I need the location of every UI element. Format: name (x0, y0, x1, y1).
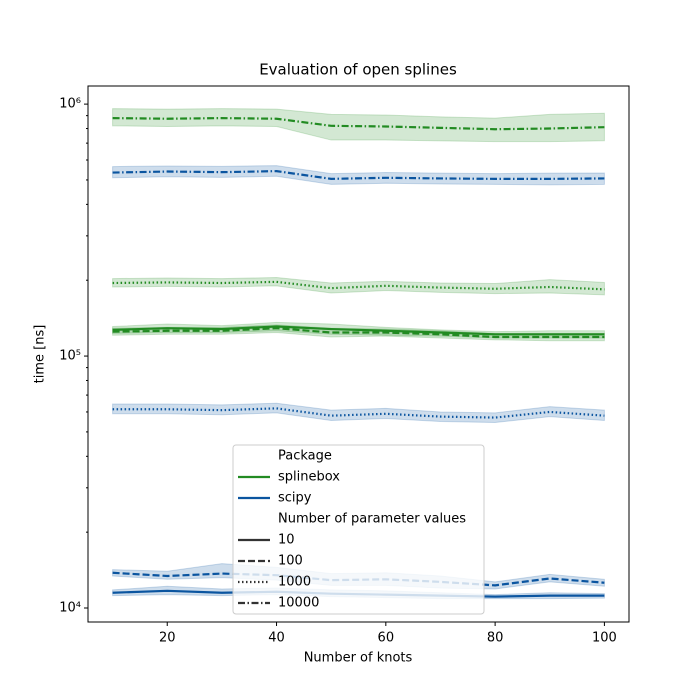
x-tick-label: 100 (592, 631, 617, 646)
legend-title: Number of parameter values (278, 512, 466, 527)
confidence-band (112, 277, 605, 296)
chart-title: Evaluation of open splines (259, 61, 457, 79)
x-tick-label: 40 (268, 631, 285, 646)
confidence-band (112, 402, 605, 423)
x-tick-label: 80 (487, 631, 504, 646)
legend-title: Package (278, 449, 332, 464)
series-line (112, 170, 605, 180)
y-axis-label: time [ns] (33, 325, 48, 384)
legend-label: scipy (278, 491, 312, 506)
legend-label: splinebox (278, 470, 340, 485)
legend-label: 10000 (278, 596, 319, 611)
legend: Package splinebox scipy Number of parameter… (232, 444, 485, 615)
y-tick-label: 10⁴ (59, 601, 81, 616)
series-line (112, 116, 605, 131)
plot-frame (87, 85, 630, 623)
x-tick-label: 60 (378, 631, 395, 646)
x-tick-label: 20 (159, 631, 176, 646)
legend-label: 1000 (278, 575, 311, 590)
y-tick-label: 10⁵ (59, 349, 81, 364)
legend-label: 100 (278, 554, 303, 569)
series-line (112, 325, 605, 336)
confidence-band (112, 165, 605, 186)
legend-box (232, 444, 485, 615)
x-axis-label: Number of knots (304, 651, 413, 666)
legend-label: 10 (278, 533, 295, 548)
series-line (112, 327, 605, 339)
y-tick-label: 10⁶ (59, 97, 81, 112)
